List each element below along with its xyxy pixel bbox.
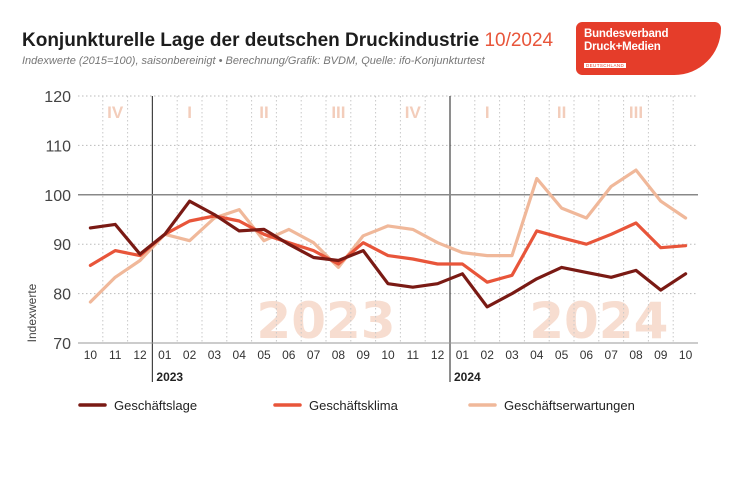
x-tick-label: 01	[158, 348, 172, 362]
x-tick-label: 12	[133, 348, 147, 362]
x-tick-label: 03	[505, 348, 519, 362]
legend-label-geschaeftserwartungen: Geschäftserwartungen	[504, 398, 635, 413]
title-date: 10/2024	[484, 30, 554, 51]
x-tick-label: 10	[381, 348, 395, 362]
series-line-geschaeftslage	[88, 199, 688, 309]
x-tick-label: 11	[407, 348, 420, 362]
logo-line-2: Druck+Medien	[584, 41, 661, 53]
x-tick-label: 07	[605, 348, 619, 362]
x-tick-label: 01	[456, 348, 470, 362]
title-text: Konjunkturelle Lage der deutschen Drucki…	[22, 30, 480, 51]
quarter-label: III	[331, 103, 345, 122]
bvdm-logo: Bundesverband Druck+Medien DEUTSCHLAND	[576, 22, 721, 75]
x-tick-label: 10	[84, 348, 98, 362]
x-tick-label: 03	[208, 348, 222, 362]
year-label: 2024	[454, 370, 481, 384]
x-tick-label: 06	[580, 348, 594, 362]
x-tick-label: 02	[481, 348, 495, 362]
x-tick-label: 07	[307, 348, 321, 362]
quarter-label: I	[485, 103, 490, 122]
y-tick-label: 110	[45, 138, 71, 155]
x-tick-label: 10	[679, 348, 693, 362]
legend-label-geschaeftsklima: Geschäftsklima	[309, 398, 399, 413]
series-line-geschaeftserwartungen	[88, 168, 688, 304]
quarter-label: IV	[405, 103, 422, 122]
y-tick-label: 90	[53, 237, 71, 254]
x-tick-label: 08	[332, 348, 346, 362]
x-tick-label: 09	[654, 348, 668, 362]
x-tick-label: 09	[357, 348, 371, 362]
x-tick-label: 06	[282, 348, 296, 362]
year-label: 2023	[156, 370, 183, 384]
chart-title: Konjunkturelle Lage der deutschen Drucki…	[22, 30, 553, 52]
quarter-label: IV	[107, 103, 124, 122]
x-tick-label: 05	[257, 348, 271, 362]
quarter-label: III	[629, 103, 643, 122]
x-tick-label: 02	[183, 348, 197, 362]
x-tick-label: 12	[431, 348, 445, 362]
x-tick-label: 04	[233, 348, 247, 362]
series-line-geschaeftsklima	[88, 214, 688, 284]
chart-subtitle: Indexwerte (2015=100), saisonbereinigt •…	[22, 55, 485, 67]
x-tick-label: 11	[109, 348, 122, 362]
y-tick-label: 70	[53, 336, 71, 353]
logo-line-3: DEUTSCHLAND	[584, 63, 627, 68]
legend-label-geschaeftslage: Geschäftslage	[114, 398, 197, 413]
y-tick-label: 120	[44, 89, 71, 106]
y-tick-label: 80	[53, 287, 71, 304]
y-tick-label: 100	[44, 188, 71, 205]
quarter-label: II	[259, 103, 268, 122]
quarter-label: I	[187, 103, 192, 122]
x-tick-label: 08	[629, 348, 643, 362]
quarter-label: II	[557, 103, 566, 122]
y-axis-label: Indexwerte	[25, 283, 39, 342]
x-tick-label: 04	[530, 348, 544, 362]
logo-line-1: Bundesverband	[584, 28, 669, 40]
x-tick-label: 05	[555, 348, 569, 362]
